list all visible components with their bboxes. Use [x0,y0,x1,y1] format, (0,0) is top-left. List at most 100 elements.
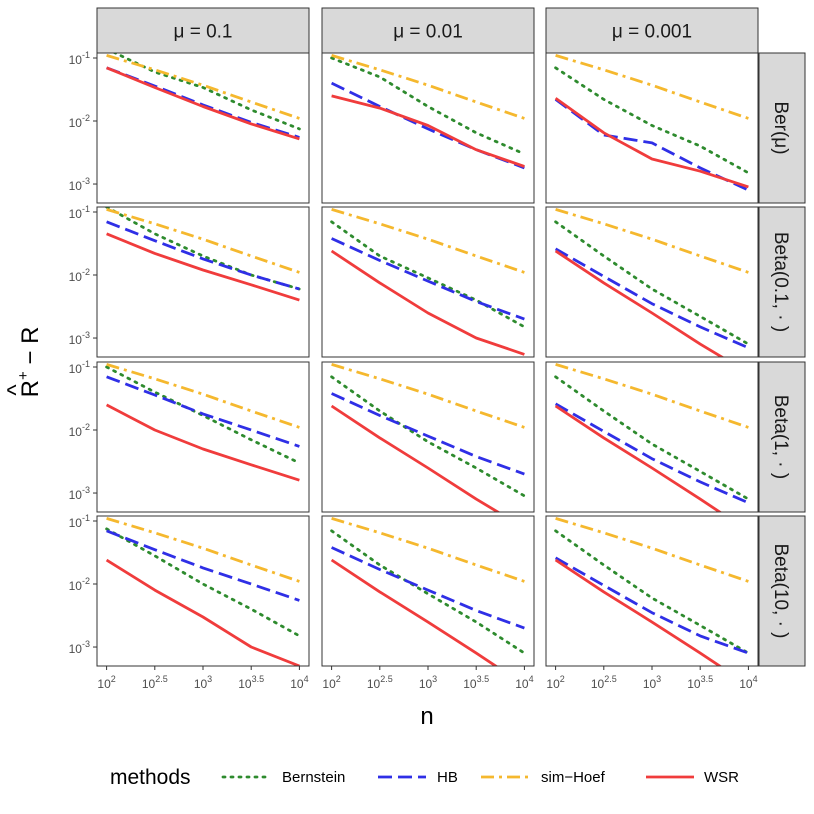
series-line-wsr [105,558,300,666]
x-tick-label: 103 [194,674,212,691]
strip-col-2: μ = 0.01 [321,7,535,54]
legend-label: sim−Hoef [541,769,606,786]
column-strips: μ = 0.1 μ = 0.01 μ = 0.001 [96,7,759,54]
x-tick-labels: 102 102.5 103 103.5 104 102 102.5 103 103.5 104 10… [97,666,758,691]
legend: methods Bernstein HB sim−Hoef WSR [110,766,739,789]
series-line-sim-hoef [555,54,749,120]
strip-row-label: Ber(μ) [770,101,791,154]
series-line-hb [331,392,525,476]
series-line-wsr [330,404,501,512]
series-line-sim-hoef [331,208,525,274]
strip-col-1: μ = 0.1 [96,7,310,54]
panel-r2-c2 [321,206,535,358]
panel-r1-c3 [545,52,759,204]
panel-border [545,206,759,358]
x-tick-label: 104 [739,674,757,691]
legend-title: methods [110,766,191,789]
series-line-bernstein [554,375,750,501]
series-line-bernstein [554,220,750,346]
series-line-hb [331,546,525,630]
strip-row-3: Beta(1, · ) [758,361,806,513]
panel-r4-c1 [96,515,310,667]
series-line-wsr [331,94,525,168]
series-line-wsr [554,558,723,666]
strip-row-label: Beta(1, · ) [770,395,791,479]
series-line-sim-hoef [331,517,525,583]
series-line-wsr [330,558,499,666]
series-line-hb [554,402,749,505]
series-line-sim-hoef [106,517,300,583]
series-line-wsr [554,97,749,189]
series-line-wsr [330,249,525,356]
y-tick-label: 10-2 [69,576,90,593]
series-line-wsr [554,249,725,357]
y-tick-label: 10-3 [69,330,90,347]
x-tick-label: 102 [546,674,564,691]
y-tick-label: 10-2 [69,113,90,130]
x-tick-label: 104 [290,674,308,691]
strip-col-label: μ = 0.1 [173,22,232,43]
x-tick-label: 103 [419,674,437,691]
series-line-bernstein [112,53,301,131]
series-line-sim-hoef [331,54,525,120]
y-axis-title-hat: ^ [3,384,30,396]
series-line-bernstein [105,527,301,638]
x-tick-label: 102 [322,674,340,691]
y-tick-label: 10-2 [69,422,90,439]
strip-col-3: μ = 0.001 [545,7,759,54]
x-tick-label: 103 [643,674,661,691]
series-line-sim-hoef [331,363,525,429]
y-tick-label: 10-1 [69,513,90,530]
panel-r2-c1 [96,206,310,358]
panel-border [545,52,759,204]
x-tick-label: 102 [97,674,115,691]
series-line-bernstein [330,220,526,329]
legend-item-bernstein: Bernstein [221,769,345,786]
y-tick-label: 10-1 [69,204,90,221]
series-line-hb [554,556,749,655]
series-line-bernstein [554,529,750,655]
panel-border [321,206,535,358]
y-tick-label: 10-1 [69,50,90,67]
series-line-wsr [106,66,300,141]
strip-col-label: μ = 0.01 [393,22,463,43]
y-axis-title-sup: + [15,371,32,380]
series-line-sim-hoef [106,363,300,429]
y-tick-label: 10-3 [69,485,90,502]
legend-label: HB [437,769,458,786]
legend-label: Bernstein [282,769,345,786]
x-tick-label: 103.5 [463,674,489,691]
series-line-bernstein [330,56,526,156]
strip-row-label: Beta(0.1, · ) [770,232,791,332]
y-axis-title-main: R [17,380,44,397]
legend-item-hb: HB [378,769,458,786]
panel-background [546,207,758,357]
series-line-wsr [554,404,723,512]
strip-row-1: Ber(μ) [758,52,806,204]
series-line-sim-hoef [555,517,749,583]
series-line-hb [106,66,300,139]
series-line-bernstein [330,529,526,655]
x-tick-label: 102.5 [591,674,617,691]
panel-border [321,361,535,513]
y-tick-label: 10-2 [69,267,90,284]
x-tick-label: 104 [515,674,533,691]
panel-r1-c1 [96,52,310,204]
panel-r4-c3 [545,515,759,667]
series-line-hb [331,237,525,321]
series-line-wsr [105,403,300,482]
series-line-wsr [106,232,300,302]
legend-label: WSR [704,769,739,786]
strip-row-4: Beta(10, · ) [758,515,806,667]
x-axis-title: n [420,703,433,730]
svg-text:R+ − R: R+ − R [15,327,44,398]
panel-border [96,206,310,358]
series-line-hb [106,529,300,602]
x-tick-label: 102.5 [142,674,168,691]
y-tick-labels: 10-1 10-2 10-3 10-1 10-2 10-3 10-1 10-2 10-3 10-1… [69,50,97,656]
panel-r3-c3 [545,361,759,513]
series-line-sim-hoef [106,54,300,120]
panel-border [96,52,310,204]
panels [96,52,759,667]
